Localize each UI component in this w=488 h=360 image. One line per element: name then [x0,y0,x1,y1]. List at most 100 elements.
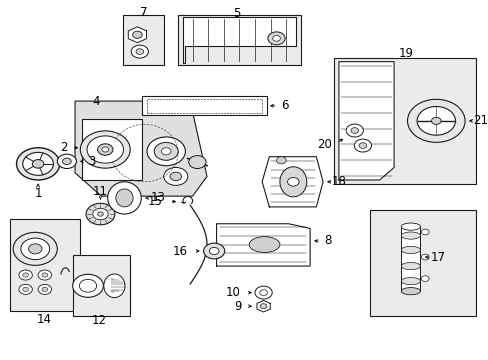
Polygon shape [262,157,323,207]
Text: 21: 21 [472,114,488,127]
Circle shape [73,274,103,297]
Circle shape [57,154,76,168]
Circle shape [32,159,44,168]
Circle shape [62,158,71,165]
Circle shape [102,147,108,152]
Circle shape [93,208,108,220]
Circle shape [42,273,48,277]
Circle shape [98,144,113,155]
Polygon shape [216,224,309,266]
Ellipse shape [279,167,306,197]
Circle shape [430,117,440,125]
Circle shape [203,243,224,259]
Polygon shape [75,101,206,196]
Text: 12: 12 [91,314,106,328]
Text: 1: 1 [34,187,42,200]
Text: 3: 3 [88,155,95,168]
Circle shape [38,284,51,294]
Polygon shape [338,62,393,180]
Circle shape [421,229,428,235]
Circle shape [346,124,363,137]
Circle shape [154,142,178,160]
Circle shape [87,136,123,163]
Text: 2: 2 [60,141,68,154]
Circle shape [259,290,267,296]
Circle shape [267,32,285,45]
Circle shape [132,31,142,39]
Circle shape [421,276,428,282]
Circle shape [260,304,266,309]
Circle shape [79,279,97,292]
Circle shape [86,203,115,225]
Ellipse shape [401,232,420,239]
Polygon shape [183,17,295,63]
Text: 9: 9 [234,300,241,313]
Circle shape [21,238,49,260]
Circle shape [98,212,103,216]
Circle shape [254,286,272,299]
Polygon shape [128,27,146,42]
Bar [123,15,163,65]
Circle shape [350,128,358,134]
Text: 16: 16 [172,244,187,257]
Text: 10: 10 [225,286,240,299]
Polygon shape [256,301,270,312]
Circle shape [407,99,464,142]
Circle shape [163,167,187,185]
Ellipse shape [249,237,279,252]
Ellipse shape [116,189,133,207]
Bar [147,99,262,113]
Bar [369,211,475,316]
Circle shape [23,273,28,277]
Ellipse shape [107,182,141,214]
Circle shape [147,137,185,166]
Bar [73,255,130,316]
Circle shape [136,49,143,54]
Ellipse shape [401,223,420,230]
Text: 18: 18 [331,175,346,188]
Text: 19: 19 [398,47,413,60]
Circle shape [188,156,205,168]
Circle shape [416,107,454,135]
Text: 14: 14 [36,313,51,327]
Ellipse shape [401,278,420,285]
Text: 15: 15 [148,195,163,208]
Circle shape [42,287,48,292]
Text: 7: 7 [140,6,147,19]
Circle shape [358,143,366,148]
Circle shape [17,148,60,180]
Circle shape [80,131,130,168]
Bar [401,226,420,291]
Text: 11: 11 [93,185,108,198]
Circle shape [23,287,28,292]
Ellipse shape [401,246,420,253]
Text: 4: 4 [92,95,99,108]
Circle shape [19,284,32,294]
Ellipse shape [401,262,420,270]
Text: 20: 20 [316,138,331,151]
Circle shape [170,172,181,181]
Circle shape [13,232,57,265]
Text: 6: 6 [281,99,288,112]
Text: 17: 17 [430,251,445,264]
Circle shape [131,45,148,58]
Circle shape [421,254,428,260]
Text: 5: 5 [233,7,241,20]
Text: 8: 8 [324,234,331,247]
Ellipse shape [103,274,125,298]
Circle shape [209,247,219,255]
Ellipse shape [401,288,420,295]
Circle shape [353,139,371,152]
Bar [178,15,300,65]
Circle shape [272,36,280,41]
Circle shape [161,148,171,155]
Bar [10,220,80,311]
Bar [82,119,142,180]
Bar [142,96,266,116]
Circle shape [19,270,32,280]
Circle shape [28,244,42,254]
Circle shape [23,152,53,175]
Bar [333,58,475,184]
Text: 13: 13 [150,192,165,204]
Circle shape [276,157,285,164]
